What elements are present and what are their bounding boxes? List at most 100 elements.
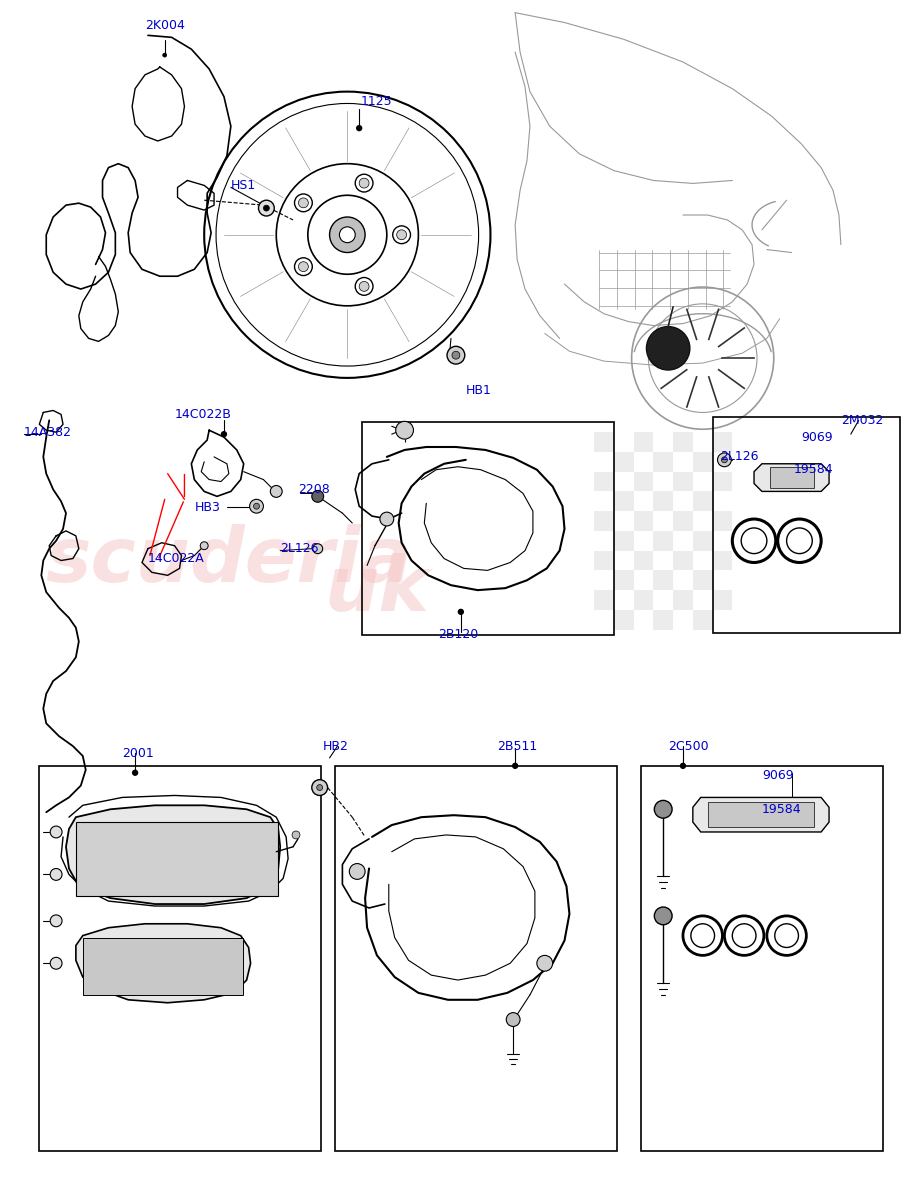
Circle shape <box>254 503 259 509</box>
Circle shape <box>506 1013 521 1026</box>
Circle shape <box>359 178 369 188</box>
Text: 2K004: 2K004 <box>145 19 185 32</box>
Bar <box>770 467 814 488</box>
Bar <box>614 530 633 551</box>
Circle shape <box>379 512 394 526</box>
Circle shape <box>654 907 672 925</box>
Bar <box>713 511 733 530</box>
Circle shape <box>512 763 518 768</box>
Circle shape <box>646 326 690 370</box>
Bar <box>693 452 713 472</box>
Text: HB1: HB1 <box>466 384 491 397</box>
Circle shape <box>447 347 465 364</box>
Bar <box>673 590 693 610</box>
Bar <box>594 590 614 610</box>
Circle shape <box>298 262 308 271</box>
Text: 14A382: 14A382 <box>24 426 72 439</box>
Circle shape <box>270 486 282 497</box>
Circle shape <box>298 198 308 208</box>
Bar <box>673 511 693 530</box>
Text: 14C022B: 14C022B <box>175 408 231 421</box>
Bar <box>653 530 673 551</box>
Circle shape <box>459 610 463 614</box>
Circle shape <box>654 800 672 818</box>
Bar <box>673 472 693 492</box>
Text: scuderia: scuderia <box>46 523 412 598</box>
Circle shape <box>452 352 460 359</box>
Bar <box>713 590 733 610</box>
Bar <box>594 551 614 570</box>
Circle shape <box>355 174 373 192</box>
Text: 2L126: 2L126 <box>280 542 318 556</box>
Bar <box>633 511 653 530</box>
Circle shape <box>329 217 365 252</box>
Bar <box>633 432 653 452</box>
Bar <box>713 418 900 632</box>
Polygon shape <box>76 924 250 1003</box>
Bar <box>693 610 713 630</box>
Bar <box>594 511 614 530</box>
Circle shape <box>50 958 62 970</box>
Circle shape <box>349 864 365 880</box>
Bar <box>633 590 653 610</box>
Circle shape <box>263 205 269 211</box>
Text: 2B511: 2B511 <box>498 739 538 752</box>
Bar <box>673 432 693 452</box>
Bar <box>362 422 614 635</box>
Bar <box>693 570 713 590</box>
Circle shape <box>258 200 274 216</box>
Bar <box>594 432 614 452</box>
Circle shape <box>537 955 552 971</box>
Polygon shape <box>754 463 829 492</box>
Bar <box>594 472 614 492</box>
Text: 19584: 19584 <box>762 803 802 816</box>
Text: HB3: HB3 <box>195 500 220 514</box>
Bar <box>713 432 733 452</box>
Bar <box>693 492 713 511</box>
Bar <box>713 472 733 492</box>
Bar <box>633 551 653 570</box>
Circle shape <box>722 457 727 463</box>
Text: 1125: 1125 <box>361 95 393 108</box>
Bar <box>76 822 278 896</box>
Bar <box>693 530 713 551</box>
Polygon shape <box>693 798 829 832</box>
Text: 2001: 2001 <box>122 746 154 760</box>
Bar <box>633 472 653 492</box>
Circle shape <box>295 194 312 211</box>
Bar <box>653 452 673 472</box>
Bar <box>642 766 884 1151</box>
Bar <box>614 452 633 472</box>
Bar <box>39 766 320 1151</box>
Text: HS1: HS1 <box>231 179 256 192</box>
Bar <box>713 551 733 570</box>
Circle shape <box>200 541 208 550</box>
Text: 2C500: 2C500 <box>668 739 709 752</box>
Text: 2L126: 2L126 <box>721 450 759 463</box>
Circle shape <box>292 830 300 839</box>
Circle shape <box>355 277 373 295</box>
Circle shape <box>163 53 167 58</box>
Text: 9069: 9069 <box>802 431 833 444</box>
Polygon shape <box>66 805 280 904</box>
Circle shape <box>295 258 312 276</box>
Circle shape <box>313 544 323 553</box>
Text: 2B120: 2B120 <box>438 628 479 641</box>
Circle shape <box>312 491 324 503</box>
Circle shape <box>317 785 323 791</box>
Circle shape <box>50 826 62 838</box>
Circle shape <box>396 421 413 439</box>
Text: HB2: HB2 <box>323 739 349 752</box>
Circle shape <box>397 230 407 240</box>
Circle shape <box>50 914 62 926</box>
Text: 19584: 19584 <box>794 463 834 476</box>
Text: uk: uk <box>324 553 430 628</box>
Circle shape <box>249 499 263 514</box>
Bar <box>614 610 633 630</box>
Circle shape <box>359 282 369 292</box>
Text: 14C022A: 14C022A <box>148 552 205 565</box>
Circle shape <box>357 126 361 131</box>
Circle shape <box>717 452 732 467</box>
Circle shape <box>50 869 62 881</box>
Text: 9069: 9069 <box>762 769 794 782</box>
